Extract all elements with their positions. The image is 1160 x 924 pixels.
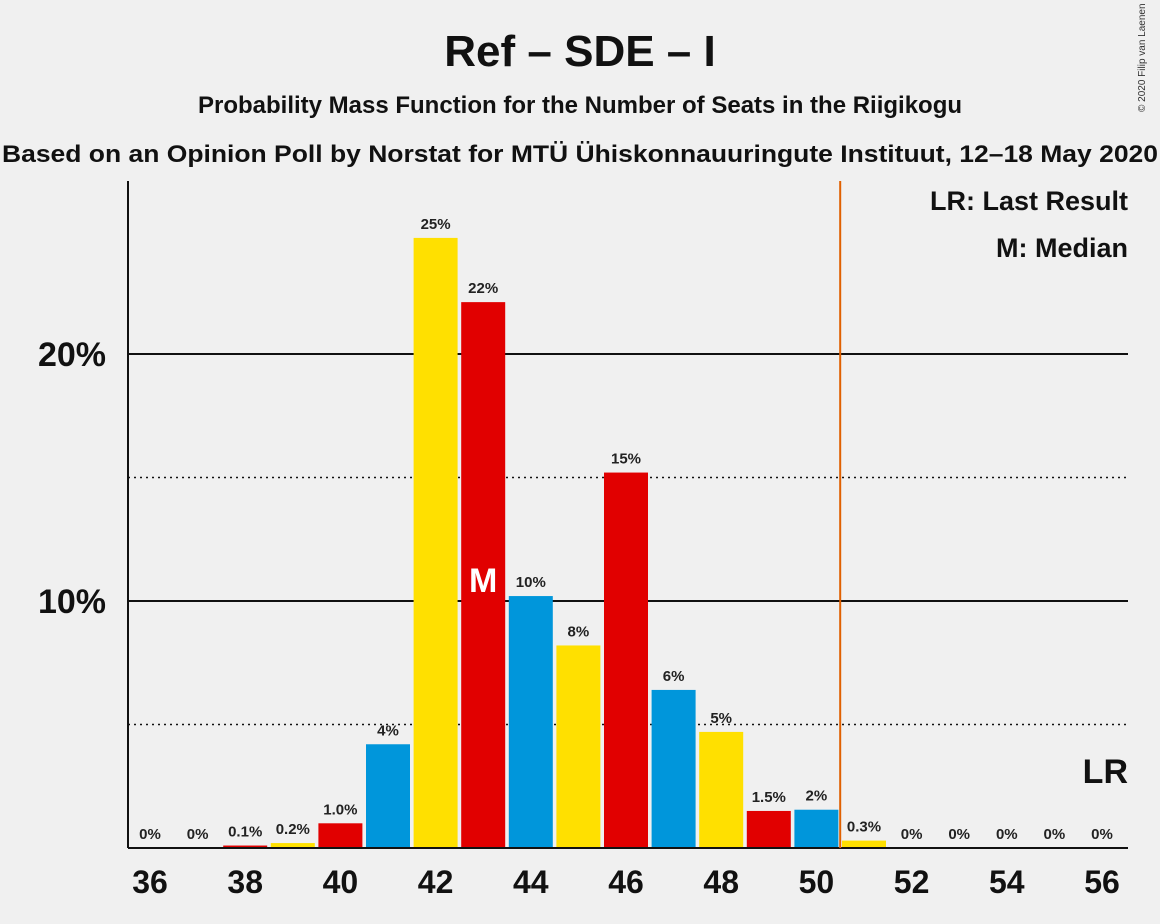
copyright-text: © 2020 Filip van Laenen	[1137, 3, 1148, 112]
bar-label-seat-53: 0%	[948, 826, 970, 843]
bar-label-seat-43: 22%	[468, 280, 498, 297]
bar-seat-46	[604, 472, 648, 848]
chart-title: Ref – SDE – I	[444, 27, 715, 76]
bar-seat-40	[318, 823, 363, 848]
bar-label-seat-48: 5%	[710, 710, 732, 727]
chart-subtitle: Probability Mass Function for the Number…	[198, 92, 962, 119]
last-result-marker: LR	[1083, 753, 1128, 791]
bar-seat-47	[651, 689, 696, 848]
bar-label-seat-47: 6%	[663, 668, 685, 685]
bar-label-seat-36: 0%	[139, 826, 161, 843]
bar-seat-39	[270, 843, 315, 848]
bar-label-seat-40: 1.0%	[323, 801, 357, 818]
legend-last-result: LR: Last Result	[930, 186, 1128, 216]
x-tick-50: 50	[799, 864, 835, 900]
bar-seat-49	[746, 810, 791, 848]
bar-seat-45	[556, 645, 601, 848]
x-tick-42: 42	[418, 864, 454, 900]
markers: M LR	[469, 181, 1128, 848]
x-tick-38: 38	[227, 864, 263, 900]
bar-label-seat-41: 4%	[377, 722, 399, 739]
y-tick-20: 20%	[38, 336, 106, 374]
bar-seat-48	[699, 731, 744, 848]
bar-label-seat-37: 0%	[187, 826, 209, 843]
bar-label-seat-46: 15%	[611, 451, 641, 468]
bar-seat-50	[794, 809, 839, 848]
x-tick-48: 48	[703, 864, 739, 900]
legend-median: M: Median	[996, 233, 1128, 263]
bar-seat-43	[461, 302, 506, 848]
bar-labels: 0% 0% 0.1% 0.2% 1.0% 4% 25% 22% 10% 8% 15% 6% 5% 1.5%…	[139, 216, 1113, 843]
bar-label-seat-39: 0.2%	[276, 821, 310, 838]
y-tick-10: 10%	[38, 583, 106, 621]
bars	[223, 237, 886, 848]
bar-seat-42	[413, 237, 458, 848]
x-tick-36: 36	[132, 864, 168, 900]
y-axis-ticks: 10% 20%	[38, 181, 129, 848]
bar-seat-51	[842, 840, 886, 848]
x-tick-40: 40	[323, 864, 359, 900]
bar-label-seat-44: 10%	[516, 574, 546, 591]
bar-label-seat-52: 0%	[901, 826, 923, 843]
x-tick-44: 44	[513, 864, 549, 900]
bar-label-seat-50: 2%	[806, 788, 828, 805]
bar-seat-44	[508, 596, 553, 848]
bar-label-seat-56: 0%	[1091, 826, 1113, 843]
x-tick-54: 54	[989, 864, 1025, 900]
bar-seat-38	[223, 845, 268, 848]
bar-label-seat-45: 8%	[568, 623, 590, 640]
bar-label-seat-49: 1.5%	[752, 789, 786, 806]
bar-seat-41	[366, 744, 410, 848]
bar-label-seat-54: 0%	[996, 826, 1018, 843]
bar-label-seat-38: 0.1%	[228, 824, 262, 841]
bar-label-seat-51: 0.3%	[847, 819, 881, 836]
x-tick-56: 56	[1084, 864, 1120, 900]
median-marker: M	[469, 562, 497, 600]
bar-label-seat-55: 0%	[1044, 826, 1066, 843]
x-axis-ticks: 36 38 40 42 44 46 48 50 52 54 56	[128, 847, 1128, 900]
chart-subtitle-2: Based on an Opinion Poll by Norstat for …	[2, 141, 1158, 168]
x-tick-52: 52	[894, 864, 930, 900]
bar-label-seat-42: 25%	[421, 216, 451, 233]
x-tick-46: 46	[608, 864, 644, 900]
